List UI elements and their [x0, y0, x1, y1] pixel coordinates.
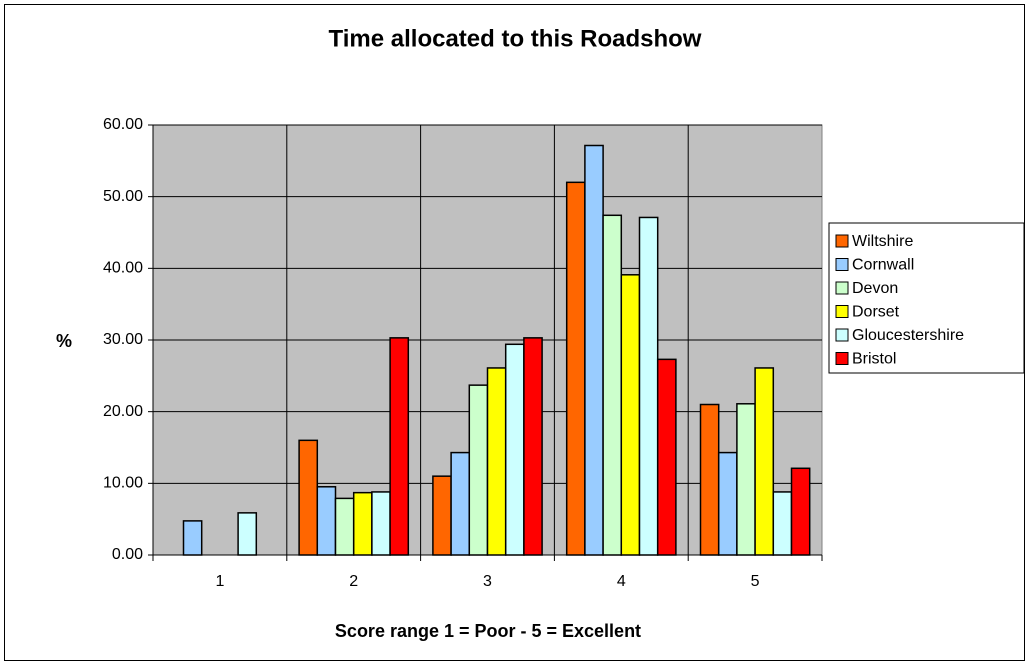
bar [486, 367, 507, 556]
y-tick-label: 60.00 [103, 116, 143, 133]
legend-swatch [835, 234, 849, 248]
legend-swatch [835, 258, 849, 271]
bar [352, 491, 373, 556]
y-axis-title: % [56, 331, 72, 351]
bar [754, 367, 775, 556]
bar [565, 181, 586, 556]
x-tick-label: 5 [751, 573, 760, 590]
y-tick-label: 40.00 [103, 260, 143, 277]
legend-box [828, 222, 1025, 374]
x-tick-label: 3 [483, 573, 492, 590]
x-tick-label: 1 [215, 573, 224, 590]
legend-swatch [835, 305, 849, 318]
bar [772, 491, 793, 556]
bar [334, 497, 355, 556]
legend-label: Wiltshire [852, 233, 913, 250]
bar [237, 512, 258, 556]
bar [298, 439, 319, 556]
bar [656, 358, 677, 556]
legend-label: Cornwall [852, 257, 914, 274]
y-tick-label: 50.00 [103, 188, 143, 205]
bar [602, 214, 623, 556]
bar [450, 451, 471, 556]
bar [432, 475, 452, 556]
bar [699, 403, 720, 556]
bar [371, 491, 391, 556]
legend-label: Bristol [852, 351, 896, 368]
bar [638, 216, 659, 556]
legend-label: Dorset [852, 304, 900, 321]
x-axis-title: Score range 1 = Poor - 5 = Excellent [335, 621, 641, 641]
legend-label: Gloucestershire [852, 327, 964, 344]
bar [523, 337, 543, 556]
legend-swatch [835, 328, 849, 342]
legend-label: Devon [852, 280, 898, 297]
bar [468, 384, 489, 556]
bar [584, 144, 604, 556]
bar [389, 337, 410, 556]
bar [717, 451, 738, 556]
bar [790, 467, 811, 556]
bar [736, 403, 756, 556]
x-tick-label: 4 [617, 573, 626, 590]
bar [182, 520, 203, 556]
bar [504, 343, 525, 556]
legend-swatch [835, 352, 849, 365]
y-tick-label: 20.00 [103, 403, 143, 420]
bar [620, 274, 641, 556]
chart-title: Time allocated to this Roadshow [329, 25, 702, 52]
y-tick-label: 0.00 [112, 546, 143, 563]
y-tick-label: 30.00 [103, 331, 143, 348]
y-tick-label: 10.00 [103, 475, 143, 492]
bar [316, 486, 337, 556]
legend-swatch [835, 281, 849, 295]
x-tick-label: 2 [349, 573, 358, 590]
